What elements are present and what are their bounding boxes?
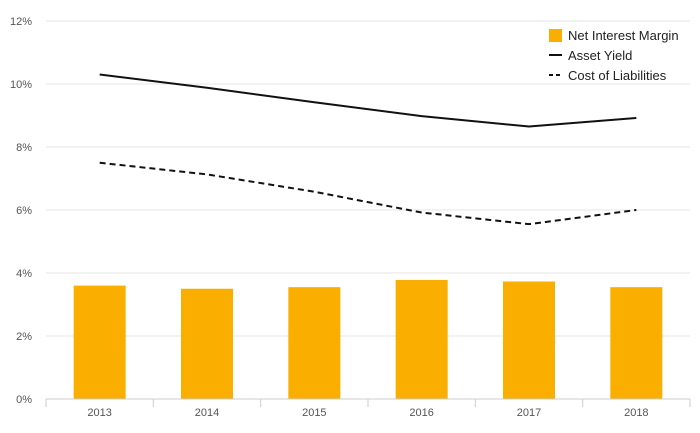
x-tick-label: 2016: [409, 407, 433, 419]
bar: [73, 285, 126, 399]
bar: [288, 287, 341, 399]
y-tick-label: 0%: [16, 394, 32, 406]
bar: [395, 279, 448, 399]
x-tick-label: 2015: [302, 407, 326, 419]
x-tick-label: 2017: [517, 407, 541, 419]
y-tick-label: 12%: [10, 16, 32, 28]
x-tick-label: 2018: [624, 407, 648, 419]
legend: Net Interest Margin Asset Yield Cost of …: [549, 28, 679, 83]
y-tick-label: 4%: [16, 268, 32, 280]
bar: [503, 281, 555, 399]
legend-label-net-interest-margin: Net Interest Margin: [568, 28, 679, 43]
bar-series: [73, 279, 663, 399]
legend-swatch-net-interest-margin: [549, 29, 562, 42]
x-tick-label: 2014: [195, 407, 219, 419]
legend-label-asset-yield: Asset Yield: [568, 48, 632, 63]
y-tick-label: 6%: [16, 205, 32, 217]
x-tick-label: 2013: [87, 407, 111, 419]
grid-lines: [46, 20, 690, 337]
line-cost-of-liabilities: [99, 161, 637, 226]
y-tick-label: 10%: [10, 79, 32, 91]
y-tick-label: 2%: [16, 331, 32, 343]
y-tick-label: 8%: [16, 142, 32, 154]
bar: [181, 288, 233, 399]
bar: [610, 287, 663, 399]
y-axis: 0% 2% 4% 6% 8% 10% 12%: [10, 16, 32, 406]
line-asset-yield: [99, 73, 637, 128]
x-axis: 2013 2014 2015 2016 2017 2018: [45, 398, 691, 419]
legend-label-cost-of-liabilities: Cost of Liabilities: [568, 68, 667, 83]
line-series: [99, 73, 637, 226]
